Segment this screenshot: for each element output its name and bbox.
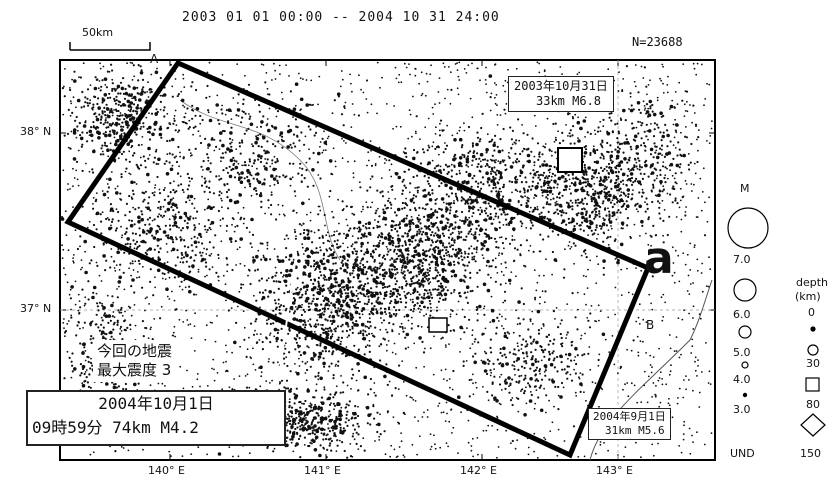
depth-legend-unit: (km) <box>795 290 821 303</box>
prefecture-boundary <box>179 99 341 261</box>
magnitude-legend-symbols <box>727 207 769 398</box>
leader-line <box>275 254 297 399</box>
depth-legend-title: depth <box>796 276 829 289</box>
point-b-label: B <box>646 318 655 332</box>
annotation-current-detail: 09時59分 74km M4.2 <box>32 418 199 437</box>
cross-section-region-a <box>64 59 652 459</box>
depth-label-150: 150 <box>800 447 821 460</box>
annotation-2004-09-quake: 2004年9月1日 31km M5.6 <box>588 408 671 440</box>
lon-label-142: 142° E <box>460 464 497 477</box>
magnitude-label-und: UND <box>730 447 755 460</box>
annotation-2003-date: 2003年10月31日 <box>514 79 608 93</box>
depth-label-80: 80 <box>806 398 820 411</box>
annotation-2003-detail: 33km M6.8 <box>536 94 602 108</box>
scale-bar <box>69 42 151 51</box>
lon-label-143: 143° E <box>596 464 633 477</box>
current-quake-caption-line2: 最大震度 3 <box>97 361 172 379</box>
magnitude-label-5: 5.0 <box>733 346 751 359</box>
lon-label-141: 141° E <box>304 464 341 477</box>
annotation-2004-09-detail: 31km M5.6 <box>605 424 665 437</box>
lon-label-140: 140° E <box>148 464 185 477</box>
depth-label-0: 0 <box>808 306 815 319</box>
lat-label-38: 38° N <box>20 125 52 138</box>
event-count: N=23688 <box>632 35 683 49</box>
point-a-label: A <box>150 52 159 66</box>
current-quake-caption-line1: 今回の地震 <box>97 342 173 360</box>
magnitude-label-4: 4.0 <box>733 373 751 386</box>
event-symbol-2003 <box>557 147 583 173</box>
depth-label-30: 30 <box>806 357 820 370</box>
annotation-2004-09-date: 2004年9月1日 <box>593 410 666 423</box>
section-a-label: a <box>644 233 674 284</box>
depth-legend-symbols <box>800 326 826 437</box>
scale-label: 50km <box>82 26 114 39</box>
event-symbol-current <box>428 317 448 333</box>
time-range-title: 2003 01 01 00:00 -- 2004 10 31 24:00 <box>182 10 500 25</box>
current-quake-caption: 今回の地震 最大震度 3 <box>93 340 177 382</box>
annotation-current-date: 2004年10月1日 <box>98 394 214 413</box>
magnitude-label-3: 3.0 <box>733 403 751 416</box>
annotation-current-quake: 2004年10月1日 09時59分 74km M4.2 <box>26 390 286 446</box>
magnitude-label-6: 6.0 <box>733 308 751 321</box>
lat-label-37: 37° N <box>20 302 52 315</box>
annotation-2003-quake: 2003年10月31日 33km M6.8 <box>508 76 614 112</box>
magnitude-label-7: 7.0 <box>733 253 751 266</box>
magnitude-legend-title: M <box>740 182 750 195</box>
